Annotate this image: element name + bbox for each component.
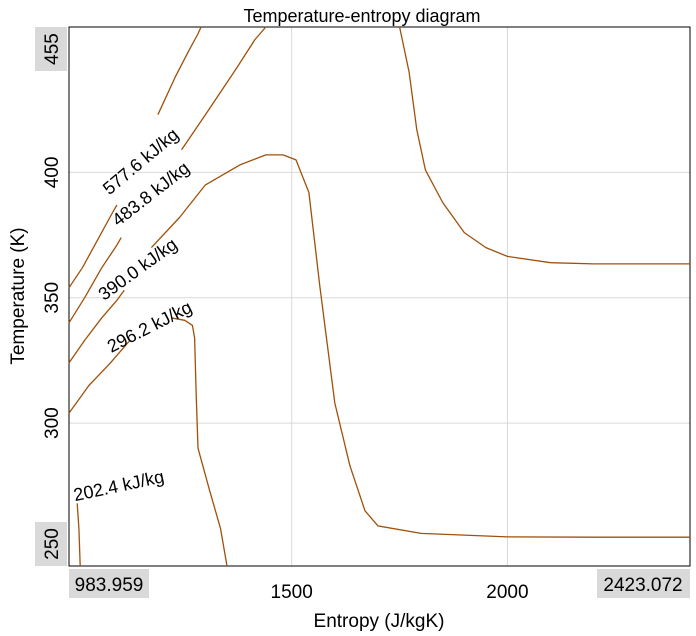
x-axis-label: Entropy (J/kgK) bbox=[314, 611, 445, 632]
chart-title: Temperature-entropy diagram bbox=[243, 6, 480, 26]
x-tick-labels: 1500 2000 bbox=[271, 582, 529, 603]
y-min-range-label: 250 bbox=[35, 522, 67, 566]
y-tick-label: 350 bbox=[42, 282, 63, 314]
x-max-range-box bbox=[597, 569, 690, 598]
x-min-range-text: 983.959 bbox=[75, 575, 144, 596]
y-min-range-box bbox=[35, 522, 67, 566]
contour-line-0 bbox=[68, 204, 118, 289]
y-max-range-box bbox=[35, 27, 67, 71]
contour-line-3 bbox=[170, 317, 228, 567]
y-max-range-label: 455 bbox=[35, 27, 67, 71]
contour-line-4 bbox=[76, 503, 81, 567]
x-min-range-label: 983.959 bbox=[69, 569, 149, 598]
x-min-range-box bbox=[69, 569, 149, 598]
x-max-range-text: 2423.072 bbox=[603, 575, 682, 596]
y-tick-label: 400 bbox=[42, 157, 63, 189]
y-min-range-text: 250 bbox=[42, 528, 63, 560]
plot-area-frame bbox=[68, 26, 691, 567]
y-tick-label: 300 bbox=[42, 407, 63, 439]
contour-line-0 bbox=[157, 26, 202, 115]
contour-line-1 bbox=[181, 26, 267, 151]
y-max-range-text: 455 bbox=[42, 33, 63, 65]
x-tick-label: 2000 bbox=[486, 582, 528, 603]
x-max-range-label: 2423.072 bbox=[597, 569, 690, 598]
y-axis-label: Temperature (K) bbox=[8, 227, 29, 364]
contour-line-1 bbox=[68, 237, 122, 324]
y-tick-labels: 300 350 400 bbox=[42, 157, 63, 439]
contour-lines bbox=[68, 26, 690, 567]
contour-line-3 bbox=[68, 339, 131, 414]
x-tick-label: 1500 bbox=[271, 582, 313, 603]
contour-line-2 bbox=[150, 154, 690, 538]
contour-line-5 bbox=[398, 26, 690, 265]
contour-line-2 bbox=[68, 289, 125, 364]
grid bbox=[69, 27, 690, 566]
